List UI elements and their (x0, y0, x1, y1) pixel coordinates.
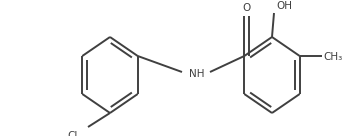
Text: O: O (242, 3, 250, 13)
Text: NH: NH (189, 69, 205, 79)
Text: CH₃: CH₃ (324, 52, 343, 62)
Text: Cl: Cl (68, 131, 78, 136)
Text: OH: OH (276, 1, 292, 11)
